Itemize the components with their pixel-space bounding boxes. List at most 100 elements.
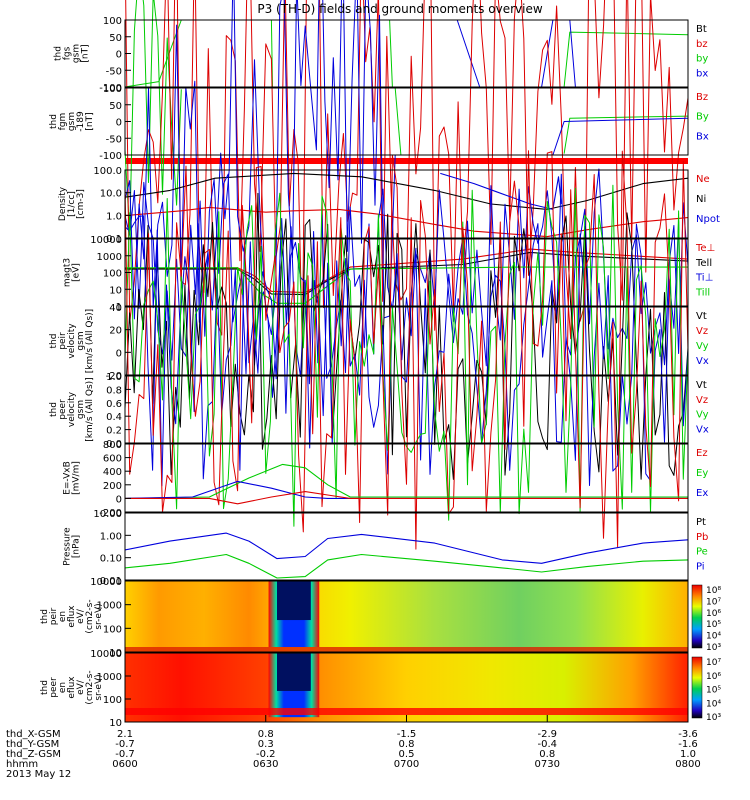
fgm-bx [124,0,396,335]
colorbar-label: 10³ [706,643,721,653]
colorbar-label: 10⁴ [706,699,721,709]
legend-Vx: Vx [696,424,709,435]
y-tick-label: 1000 [97,601,122,612]
y-tick-label: 0.6 [106,399,122,410]
legend-Pt: Pt [696,517,706,528]
legend-Vz: Vz [696,395,708,406]
y-axis-label: (cm2-s- [85,670,95,704]
y-tick-label: 0.01 [100,576,122,587]
x-label-value: 0.8 [399,739,415,750]
chart-title: P3 (TH-D) fields and ground moments over… [257,2,542,16]
y-axis-label: [nPa] [72,535,82,558]
legend-Till: Till [695,287,710,298]
vel-vz [124,150,689,550]
y-tick-label: 40 [109,303,122,314]
y-axis-label: peir [58,332,68,350]
vel-vt [124,192,689,480]
x-label-value: 0.3 [258,739,274,750]
y-tick-label: 1.00 [100,531,122,542]
y-tick-label: 50 [109,33,122,44]
y-tick-label: 600 [103,454,122,465]
y-axis-label: Pressure [63,527,73,566]
y-tick-label: 100 [103,16,122,27]
vel-vy [124,184,689,527]
efield-ey [124,463,688,499]
y-tick-label: -50 [106,66,122,77]
colorbar-label: 10⁵ [706,620,721,630]
spectrogram-low-band [125,647,688,652]
y-axis-label: gsm [67,112,77,131]
y-tick-label: 800 [103,440,122,451]
y-axis-label: fgs [63,46,73,60]
y-axis-label: [nT] [85,112,95,130]
colorbar-label: 10⁴ [706,632,721,642]
y-axis-label: peer [58,399,68,420]
y-tick-label: 10000 [90,649,122,660]
colorbar-label: 10³ [706,713,721,723]
y-tick-label: 1000 [97,252,122,263]
spectrogram-layer [125,158,703,722]
colorbar-label: 10⁷ [706,658,721,668]
x-label-row-name: thd_X-GSM [6,729,61,740]
y-axis-label: en [58,682,68,693]
y-tick-label: 100.0 [93,166,122,177]
fgm-bz [125,0,689,346]
y-tick-label: 100 [103,84,122,95]
y-tick-label: 20 [109,326,122,337]
x-label-value: 1.0 [680,749,696,760]
x-label-value: 0.5 [399,749,415,760]
y-axis-label: thd [40,680,50,695]
y-tick-label: 1000 [97,672,122,683]
legend-Vy: Vy [696,410,709,421]
legend-Ex: Ex [696,488,708,499]
x-label-value: 0700 [394,759,419,770]
y-tick-label: 0 [116,50,122,61]
panel-frame [124,512,689,581]
y-tick-label: 0.2 [106,426,122,437]
legend-Ti⊥: Ti⊥ [695,273,713,284]
y-tick-label: 50 [109,101,122,112]
y-tick-label: 10.0 [100,189,122,200]
legend-Vz: Vz [696,326,708,337]
y-tick-label: 10 [109,285,122,296]
y-axis-label: E=-VxB [63,461,73,495]
fgm-bx [552,117,689,156]
fgm-by [563,115,689,154]
separator-bar [125,158,688,164]
y-axis-label: sr-eV) [94,674,104,700]
x-label-value: -2.9 [537,729,557,740]
x-label-value: 0800 [675,759,700,770]
y-axis-label: (cm2-s- [85,599,95,633]
y-axis-label: [cm-3] [76,189,86,219]
y-tick-label: -100 [99,83,122,94]
x-label-value: 0730 [535,759,560,770]
y-axis-label: eflux [67,605,77,628]
y-tick-label: -50 [106,134,122,145]
y-axis-label: [nT] [81,44,91,62]
y-axis-label: thd [49,334,59,349]
legend-Npot: Npot [696,214,720,225]
panel-frame [124,580,689,653]
y-axis-label: sr-eV) [94,603,104,629]
fgs-by [389,19,393,88]
y-axis-label: eV/ [76,679,86,695]
y-tick-label: 0.1 [106,234,122,245]
x-label-value: 0600 [112,759,137,770]
x-label-row-name: thd_Z-GSM [6,749,61,760]
legend-Bz: Bz [696,92,708,103]
y-axis-label: en [58,611,68,622]
y-tick-label: -200 [99,508,122,519]
y-tick-label: 10 [109,718,122,729]
y-tick-label: 10000 [90,235,122,246]
x-label-value: -1.5 [397,729,417,740]
y-axis-label: gsm [76,400,86,419]
density-npot [440,172,562,210]
fgs-bx [456,19,481,88]
x-label-value: -3.6 [678,729,698,740]
panel-frame [124,306,689,376]
legend-bz: bz [696,39,708,50]
y-tick-label: 100 [103,624,122,635]
spectrogram-core-9 [277,653,311,691]
legend-Tell: Tell [695,258,712,269]
